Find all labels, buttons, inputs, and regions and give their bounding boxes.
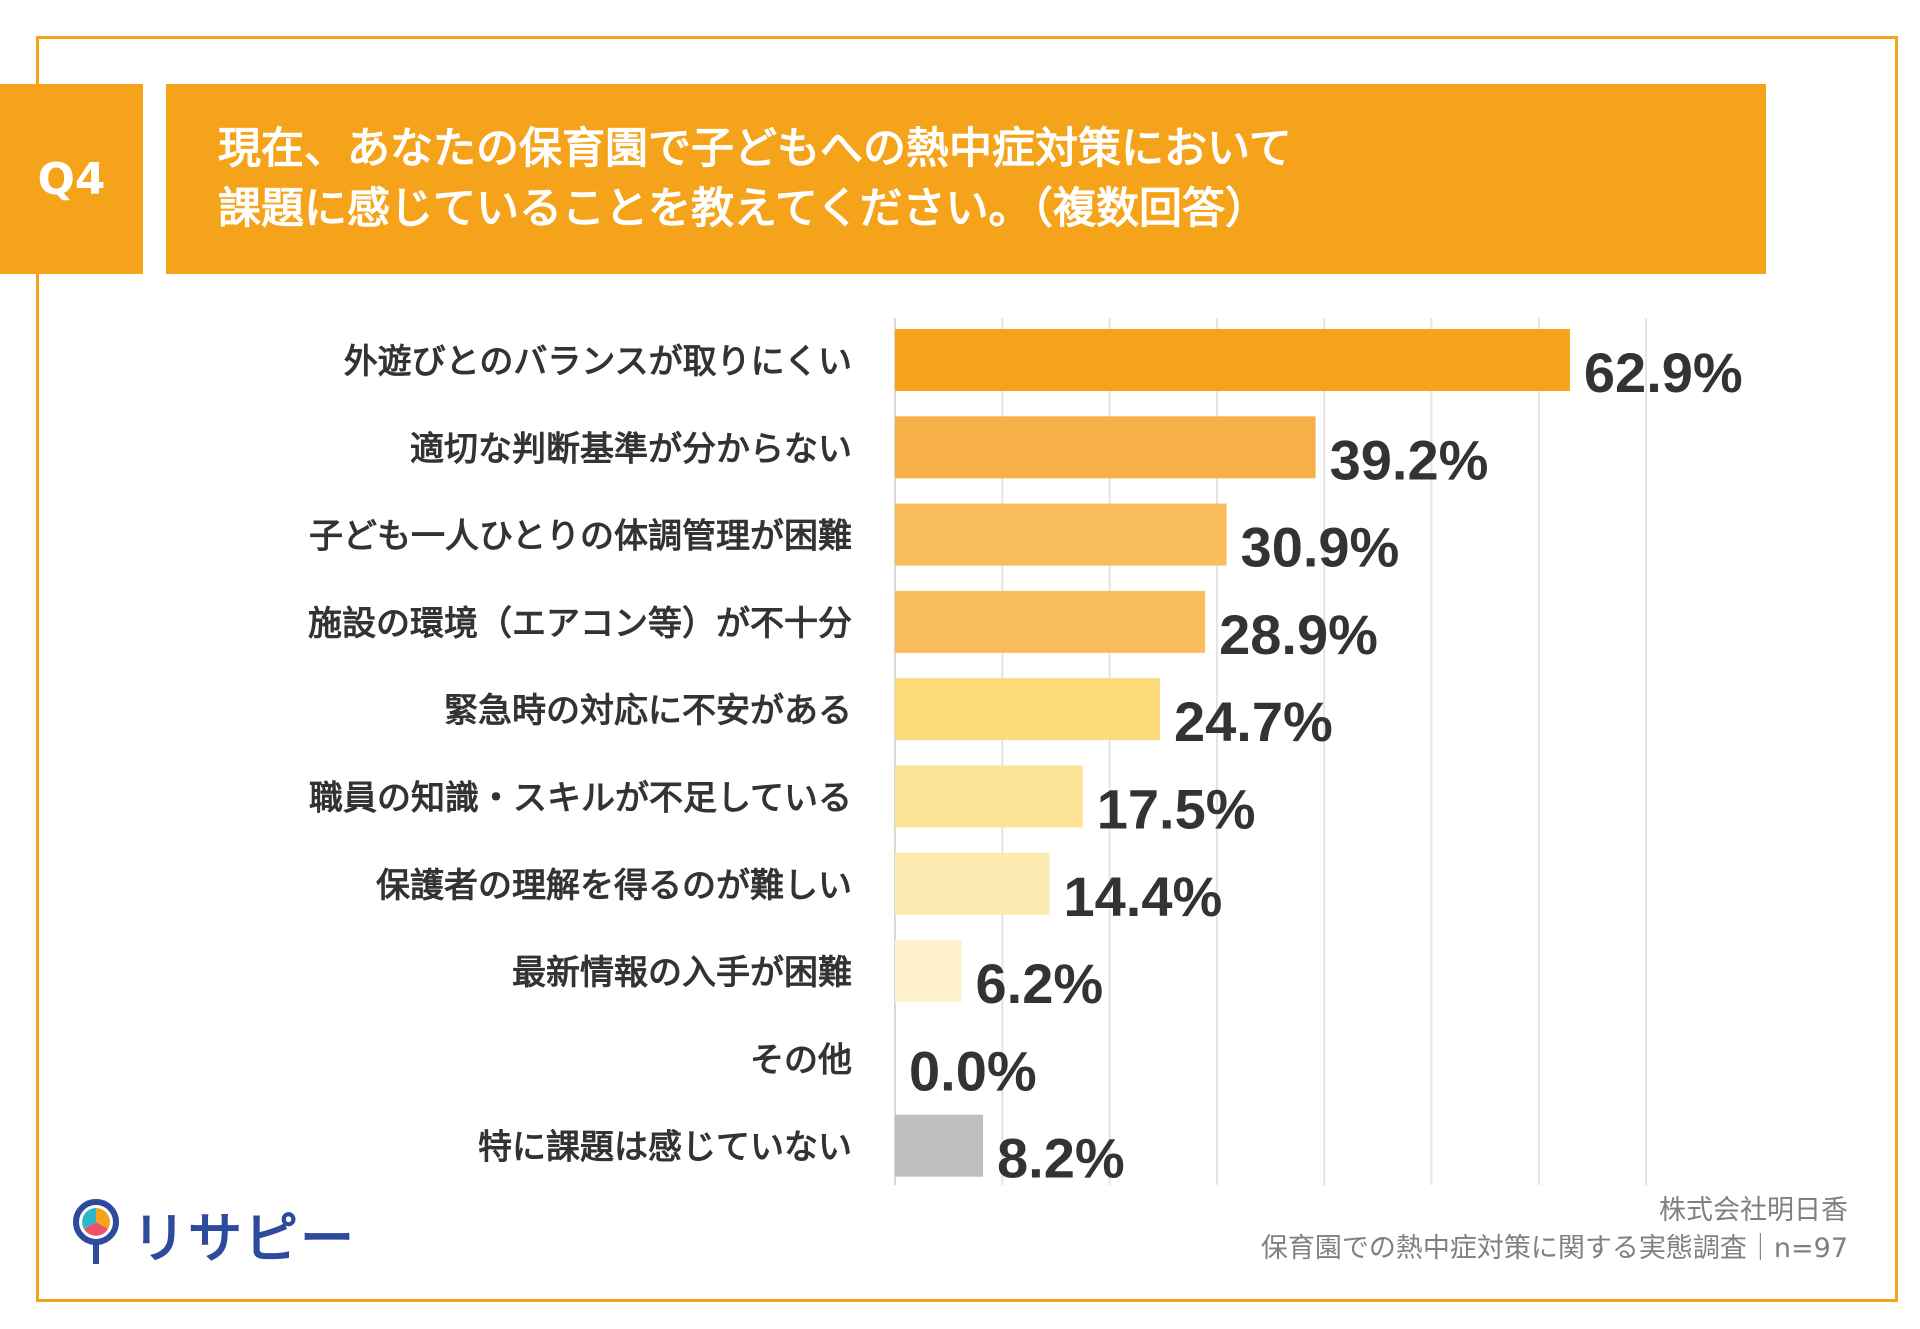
question-title-line1: 現在、あなたの保育園で子どもへの熱中症対策において (218, 124, 1292, 174)
category-label: 適切な判断基準が分からない (410, 429, 852, 469)
value-label: 39.2% (1330, 428, 1489, 491)
value-label: 17.5% (1097, 778, 1256, 841)
value-label: 24.7% (1174, 690, 1333, 753)
category-label: 緊急時の対応に不安がある (444, 691, 852, 731)
bar (895, 765, 1083, 828)
value-label: 6.2% (976, 952, 1104, 1015)
logo: リサピー (70, 1198, 356, 1270)
outer-frame (36, 36, 1898, 1302)
question-title-line2: 課題に感じていることを教えてください。（複数回答） (218, 184, 1269, 234)
category-label: 保護者の理解を得るのが難しい (376, 866, 852, 906)
category-label: 外遊びとのバランスが取りにくい (344, 342, 852, 382)
category-label: 施設の環境（エアコン等）が不十分 (308, 604, 852, 644)
credit-company: 株式会社明日香 (1659, 1195, 1848, 1226)
bar (895, 503, 1227, 566)
bar (895, 940, 962, 1003)
bar (895, 329, 1570, 391)
logo-pin-icon (73, 1199, 119, 1264)
category-label: 特に課題は感じていない (478, 1128, 852, 1168)
bar (895, 590, 1206, 653)
category-label: 職員の知識・スキルが不足している (309, 779, 852, 819)
category-label: 最新情報の入手が困難 (512, 953, 852, 993)
bar (895, 852, 1050, 915)
credit: 株式会社明日香 保育園での熱中症対策に関する実態調査｜n=97 (1261, 1192, 1848, 1268)
category-label: 子ども一人ひとりの体調管理が困難 (309, 517, 852, 557)
question-badge: Q4 (0, 84, 143, 274)
value-label: 28.9% (1219, 603, 1378, 666)
value-label: 8.2% (997, 1127, 1125, 1190)
value-label: 62.9% (1584, 341, 1743, 404)
bar (895, 678, 1161, 741)
value-label: 30.9% (1241, 516, 1400, 579)
logo-text: リサピー (132, 1206, 356, 1270)
category-label: その他 (750, 1040, 852, 1080)
bar (895, 416, 1316, 479)
value-label: 0.0% (909, 1039, 1037, 1102)
value-label: 14.4% (1064, 865, 1223, 928)
question-title: 現在、あなたの保育園で子どもへの熱中症対策において 課題に感じていることを教えて… (166, 84, 1766, 274)
bar (895, 1114, 983, 1177)
credit-survey: 保育園での熱中症対策に関する実態調査｜n=97 (1260, 1233, 1848, 1264)
